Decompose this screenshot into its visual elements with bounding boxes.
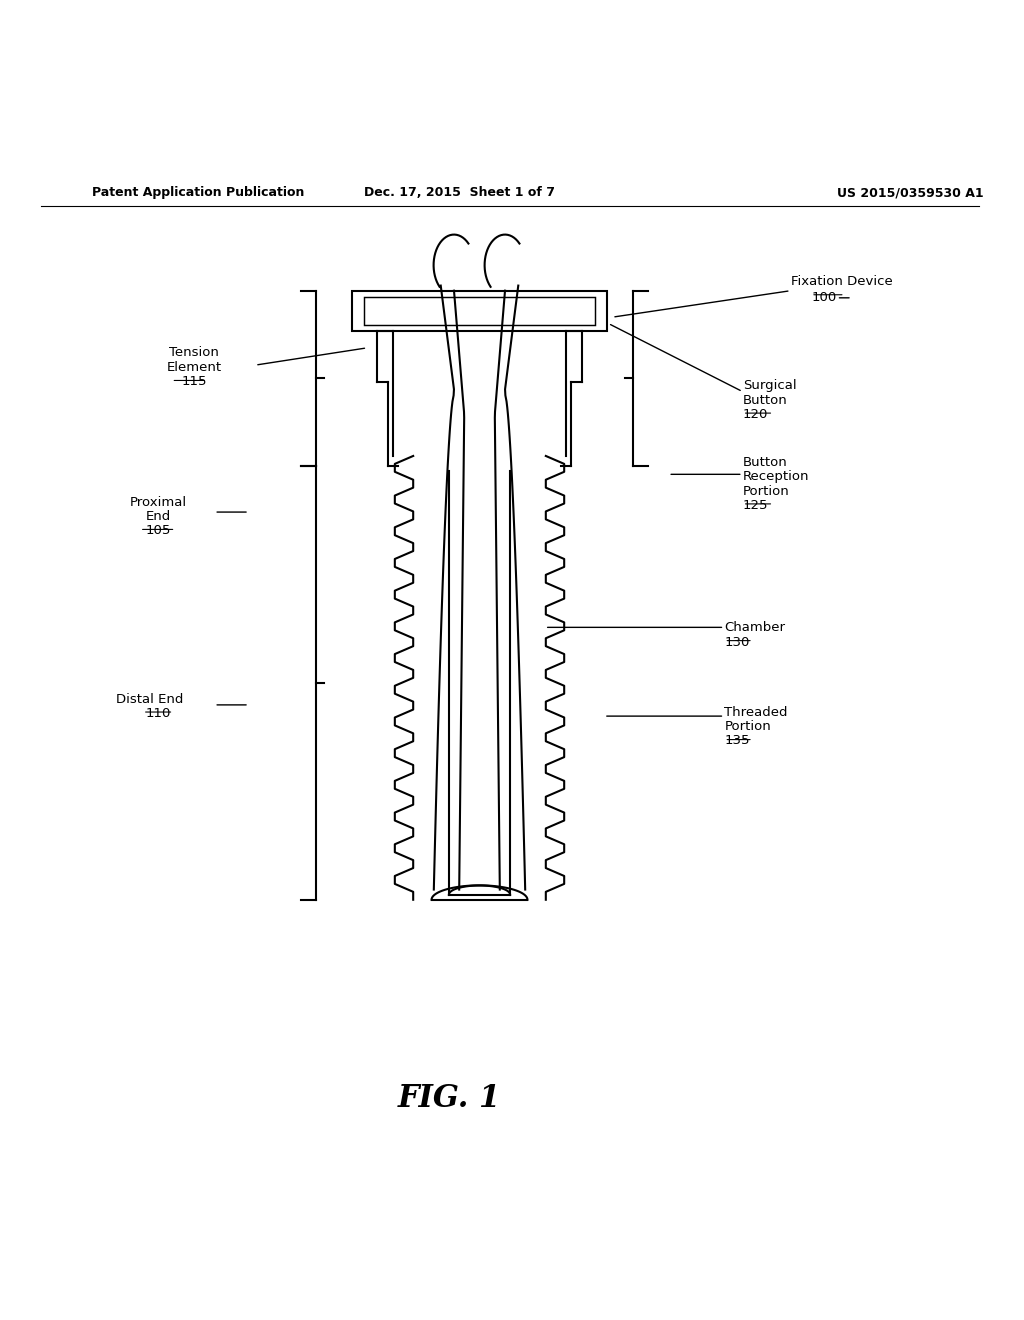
Text: Chamber: Chamber <box>724 622 785 634</box>
Text: 105: 105 <box>145 524 171 537</box>
Text: Button: Button <box>742 393 787 407</box>
Text: 115: 115 <box>181 375 207 388</box>
Text: Dec. 17, 2015  Sheet 1 of 7: Dec. 17, 2015 Sheet 1 of 7 <box>364 186 555 199</box>
Text: Portion: Portion <box>742 484 790 498</box>
Text: Tension
Element: Tension Element <box>166 346 221 374</box>
Text: Surgical: Surgical <box>742 379 797 392</box>
Text: 120: 120 <box>742 408 768 421</box>
Text: End: End <box>145 510 171 523</box>
Text: 135: 135 <box>724 734 750 747</box>
Text: 125: 125 <box>742 499 768 512</box>
Text: Distal End: Distal End <box>117 693 183 706</box>
Text: Patent Application Publication: Patent Application Publication <box>92 186 304 199</box>
Text: FIG. 1: FIG. 1 <box>397 1084 501 1114</box>
Text: US 2015/0359530 A1: US 2015/0359530 A1 <box>837 186 983 199</box>
Text: 100: 100 <box>811 290 837 304</box>
Text: Threaded: Threaded <box>724 706 787 719</box>
Text: Button: Button <box>742 455 787 469</box>
Text: Portion: Portion <box>724 721 771 733</box>
Text: Fixation Device: Fixation Device <box>791 276 893 288</box>
Text: Proximal: Proximal <box>130 496 186 508</box>
Text: 130: 130 <box>724 635 750 648</box>
Text: 110: 110 <box>145 708 171 719</box>
Text: Reception: Reception <box>742 470 809 483</box>
